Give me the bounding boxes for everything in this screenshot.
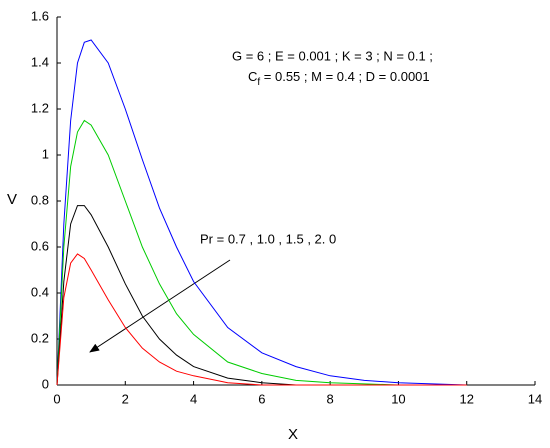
line-series xyxy=(56,119,467,386)
y-tick-label: 1.6 xyxy=(31,8,49,23)
x-axis-label: X xyxy=(288,426,298,443)
arrow xyxy=(89,259,231,353)
y-tick-label: 1.4 xyxy=(31,54,49,69)
x-tick-label: 12 xyxy=(459,391,473,406)
y-tick-label: 1.2 xyxy=(31,100,49,115)
annotation: Cf = 0.55 ; M = 0.4 ; D = 0.0001 xyxy=(248,69,430,87)
y-tick-label: 0.4 xyxy=(31,284,49,299)
y-tick-label: 1 xyxy=(42,146,49,161)
x-tick-label: 6 xyxy=(258,391,265,406)
arrow-label: Pr = 0.7 , 1.0 , 1.5 , 2. 0 xyxy=(200,231,336,246)
x-tick-label: 0 xyxy=(53,391,60,406)
y-tick-label: 0.8 xyxy=(31,192,49,207)
annotation: G = 6 ; E = 0.001 ; K = 3 ; N = 0.1 ; xyxy=(232,48,433,63)
x-tick-label: 10 xyxy=(391,391,405,406)
annotation-part: C xyxy=(248,69,257,84)
y-axis-label: V xyxy=(7,191,17,208)
x-tick-label: 4 xyxy=(190,391,197,406)
annotation-subscript: f xyxy=(257,77,260,88)
line-series xyxy=(56,39,467,386)
y-tick-label: 0.2 xyxy=(31,330,49,345)
y-tick-label: 0.6 xyxy=(31,238,49,253)
x-tick-label: 8 xyxy=(327,391,334,406)
annotation-part: = 0.55 ; M = 0.4 ; D = 0.0001 xyxy=(260,69,429,84)
x-tick-label: 2 xyxy=(122,391,129,406)
y-tick-label: 0 xyxy=(42,376,49,391)
line-series xyxy=(56,253,467,386)
x-tick-label: 14 xyxy=(528,391,542,406)
